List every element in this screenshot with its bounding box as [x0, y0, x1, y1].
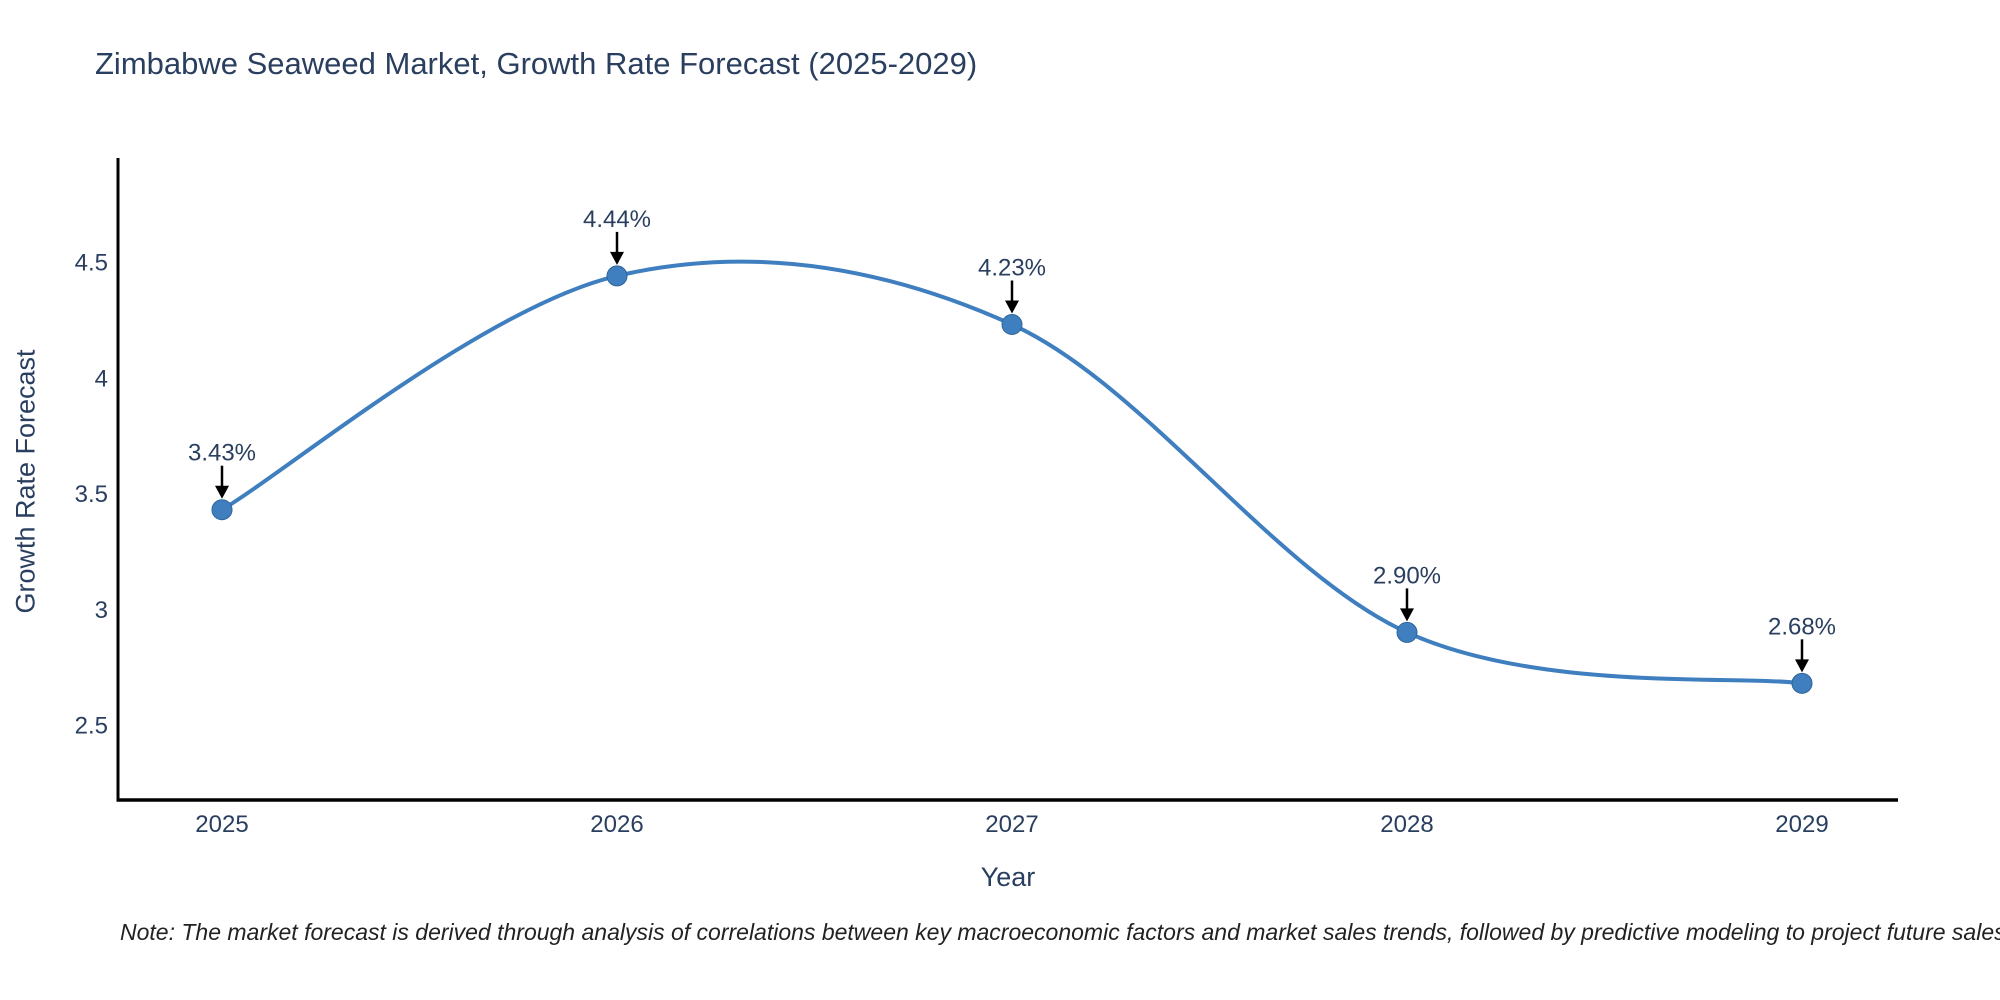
x-tick-label: 2025 — [195, 811, 248, 838]
y-tick-label: 3.5 — [75, 481, 108, 508]
annotation-label: 4.23% — [978, 255, 1046, 282]
x-tick-label: 2028 — [1380, 811, 1433, 838]
annotation-label: 2.68% — [1768, 613, 1836, 640]
y-tick-label: 3 — [95, 597, 108, 624]
x-axis-title: Year — [980, 862, 1036, 892]
x-tick-label: 2029 — [1775, 811, 1828, 838]
chart-title: Zimbabwe Seaweed Market, Growth Rate For… — [95, 46, 978, 81]
data-point-marker — [606, 265, 628, 287]
data-point-marker — [1001, 314, 1023, 336]
y-axis-title: Growth Rate Forecast — [10, 349, 41, 614]
data-point-marker — [211, 499, 233, 521]
x-tick-label: 2026 — [590, 811, 643, 838]
annotation-label: 4.44% — [583, 206, 651, 233]
annotation-arrowhead — [215, 485, 229, 499]
y-tick-label: 2.5 — [75, 713, 108, 740]
annotation-arrowhead — [1795, 659, 1809, 673]
annotation-arrowhead — [1005, 300, 1019, 314]
annotation-label: 2.90% — [1373, 562, 1441, 589]
y-tick-label: 4.5 — [75, 250, 108, 277]
data-point-marker — [1791, 672, 1813, 694]
footnote: Note: The market forecast is derived thr… — [120, 919, 2000, 945]
data-point-marker — [1396, 621, 1418, 643]
annotation-arrowhead — [610, 251, 624, 265]
annotation-label: 3.43% — [188, 440, 256, 467]
annotation-arrowhead — [1400, 608, 1414, 622]
y-tick-label: 4 — [95, 365, 108, 392]
x-tick-label: 2027 — [985, 811, 1038, 838]
